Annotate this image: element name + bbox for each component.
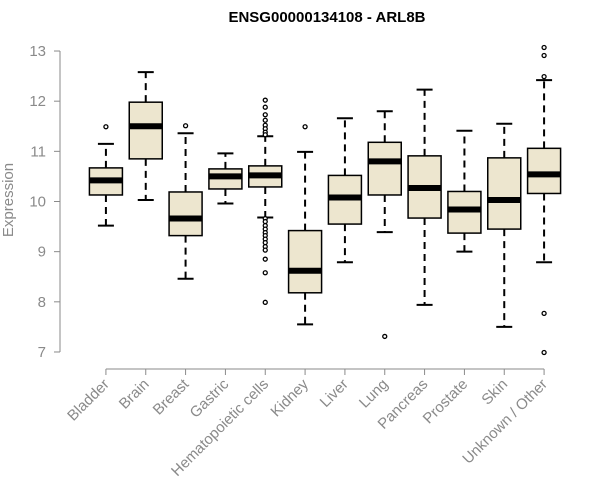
x-tick-label: Skin [478,376,511,409]
outlier-point [262,270,268,276]
outlier-point [382,333,388,340]
box-series [88,44,562,356]
box-3 [168,123,203,280]
outlier-point [541,310,547,317]
x-tick-label: Prostate [420,376,472,428]
outlier-point [262,97,268,103]
y-axis-label: Expression [0,163,17,237]
y-tick-label: 7 [38,344,46,361]
y-axis: 7 8 9 10 11 12 13 [29,43,61,361]
outlier-point [262,299,268,305]
x-tick-label: Brain [116,376,153,413]
y-tick-label: 11 [30,143,46,160]
outlier-point [103,124,109,130]
y-tick-label: 13 [29,43,46,60]
outlier-point [262,117,268,123]
outlier-point [262,247,268,253]
outlier-point [182,123,189,129]
box-12 [526,44,562,356]
outlier-point [262,112,268,118]
y-tick-label: 10 [29,194,46,211]
outlier-point [262,104,268,110]
x-tick-label: Liver [317,376,352,411]
x-tick-label: Kidney [267,375,312,420]
box-4 [208,152,243,205]
y-tick-label: 8 [38,294,46,311]
chart-title: ENSG00000134108 - ARL8B [228,9,425,26]
iqr-box [526,147,562,195]
box-2 [128,71,163,201]
box-7 [327,117,363,264]
y-tick-label: 9 [38,244,46,261]
iqr-box [168,191,203,237]
box-1 [88,124,124,227]
x-tick-label: Bladder [64,376,113,425]
outlier-point [541,349,547,356]
box-9 [407,88,442,306]
iqr-box [487,157,522,230]
iqr-box [128,101,163,160]
x-tick-label: Lung [356,376,392,412]
outlier-point [541,52,547,59]
box-6 [287,124,323,326]
x-tick-label: Breast [150,375,193,418]
outlier-point [541,44,547,51]
iqr-box [287,229,323,294]
outlier-point [541,73,547,80]
outlier-point [262,132,268,138]
iqr-box [367,141,402,196]
outlier-point [302,124,308,130]
box-5 [248,97,283,305]
box-11 [487,122,522,328]
y-tick-label: 12 [29,93,46,110]
box-8 [367,110,402,340]
box-10 [447,129,482,253]
outlier-point [262,256,268,262]
